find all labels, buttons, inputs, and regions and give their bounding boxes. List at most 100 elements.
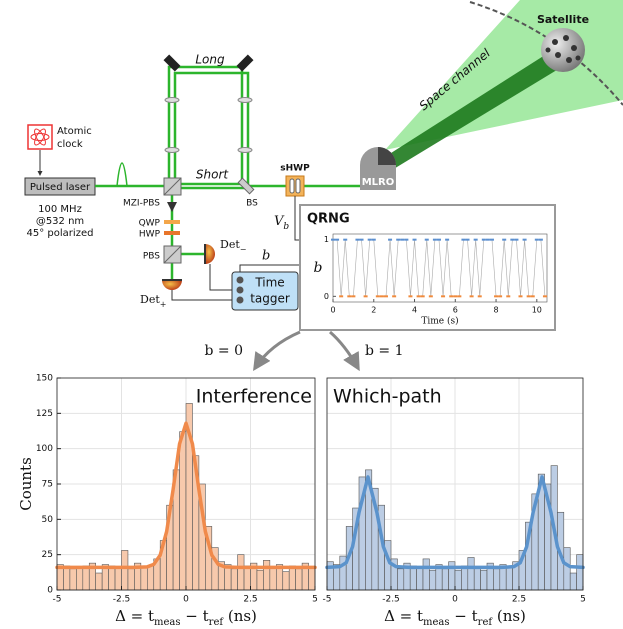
bit-marker	[494, 295, 499, 298]
bit-marker	[538, 238, 543, 241]
bar	[416, 567, 424, 591]
laser-spec: 100 MHz	[38, 204, 82, 215]
x-tick-label: -5	[53, 595, 62, 605]
bar	[295, 568, 303, 591]
y-tick-label: 150	[36, 374, 53, 384]
det-minus-label: Det−	[220, 238, 246, 254]
bar	[179, 431, 187, 591]
bar	[288, 565, 296, 591]
bar	[441, 568, 449, 591]
arrow-b0	[253, 330, 301, 372]
bit-marker	[514, 238, 519, 241]
bar	[82, 565, 90, 591]
y-tick-label: 100	[36, 444, 53, 454]
bit-marker	[375, 295, 380, 298]
clock-icon	[27, 124, 53, 150]
x-tick-label: 2	[371, 306, 376, 315]
bit-marker	[363, 295, 368, 298]
bar	[269, 567, 277, 591]
bit-marker	[347, 295, 352, 298]
vb-text: V	[274, 214, 285, 229]
x-tick-label: 0	[183, 595, 189, 605]
bar	[429, 569, 437, 591]
chart-title: Which-path	[333, 386, 442, 408]
bit-marker	[510, 238, 515, 241]
bit-marker	[489, 238, 494, 241]
y-tick-label: 25	[42, 550, 53, 560]
bar	[409, 565, 417, 591]
bar	[563, 547, 571, 591]
bit-marker	[412, 238, 417, 241]
y-tick-label: 50	[42, 515, 54, 525]
bit-marker	[522, 238, 527, 241]
x-tick-label: 10	[532, 306, 542, 315]
bar	[127, 568, 135, 591]
atom	[30, 128, 50, 146]
bar	[569, 572, 577, 591]
det-text: Det	[220, 238, 240, 251]
qrng-box	[299, 204, 556, 331]
beams	[95, 65, 365, 280]
laser-spec: 45° polarized	[27, 228, 94, 239]
bit-marker	[331, 238, 335, 241]
bit-marker	[404, 238, 409, 241]
x-tick-label: 2.5	[243, 595, 257, 605]
satellite-icon	[541, 28, 585, 72]
bit-marker	[339, 295, 344, 298]
fit-line	[55, 421, 317, 570]
x-tick-label: 2.5	[512, 595, 526, 605]
hwp-label: HWP	[139, 230, 161, 240]
det-sub: −	[240, 245, 247, 254]
y-tick-label: 1	[324, 235, 329, 244]
bit-marker	[355, 238, 360, 241]
fit-line	[325, 475, 585, 570]
x-axis-label-part: ref	[478, 617, 494, 628]
det-plus-label: Det+	[140, 293, 166, 309]
bit-marker	[530, 295, 535, 298]
bit-marker	[359, 238, 364, 241]
x-axis-label-part: − t	[181, 607, 209, 625]
optics	[162, 54, 396, 290]
x-tick-label: 4	[412, 306, 417, 315]
bit-marker	[481, 238, 486, 241]
qrng-label: QRNG	[307, 212, 350, 227]
bit-marker	[469, 295, 474, 298]
bit-marker	[498, 295, 503, 298]
bar	[397, 568, 405, 591]
bit-marker	[542, 295, 547, 298]
bit-marker	[400, 238, 405, 241]
tagger-label: tagger	[250, 292, 290, 306]
x-tick-label: 0	[330, 306, 335, 315]
x-axis-label-part: (ns)	[223, 607, 257, 625]
bit-marker	[392, 295, 397, 298]
long-label: Long	[195, 53, 225, 67]
x-axis-label: Δ = tmeas − tref (ns)	[384, 607, 526, 628]
x-axis-label-part: (ns)	[492, 607, 526, 625]
bit-marker	[445, 238, 450, 241]
det-sub: +	[160, 300, 167, 309]
bit-marker	[485, 238, 490, 241]
y-tick-label: 125	[36, 409, 53, 419]
pbs-label: PBS	[143, 252, 160, 262]
bar	[63, 565, 71, 591]
bar	[422, 558, 430, 591]
bar	[480, 569, 488, 591]
bar	[282, 571, 290, 591]
bit-marker	[379, 295, 384, 298]
bar	[108, 565, 116, 591]
bit-marker	[432, 238, 437, 241]
bit-marker	[526, 295, 531, 298]
bit-marker	[518, 295, 523, 298]
bit-marker	[351, 295, 356, 298]
bar	[121, 550, 129, 591]
tagger-ports	[236, 276, 244, 304]
x-axis-label-part: meas	[423, 617, 450, 628]
y-tick-label: 0	[47, 586, 53, 596]
x-axis-label-part: meas	[154, 617, 181, 628]
bar	[505, 567, 513, 591]
vb-sub: b	[283, 222, 289, 232]
bar	[114, 567, 122, 591]
det-text: Det	[140, 293, 160, 306]
bar	[237, 554, 245, 591]
mlro-label: MLRO	[362, 177, 395, 188]
